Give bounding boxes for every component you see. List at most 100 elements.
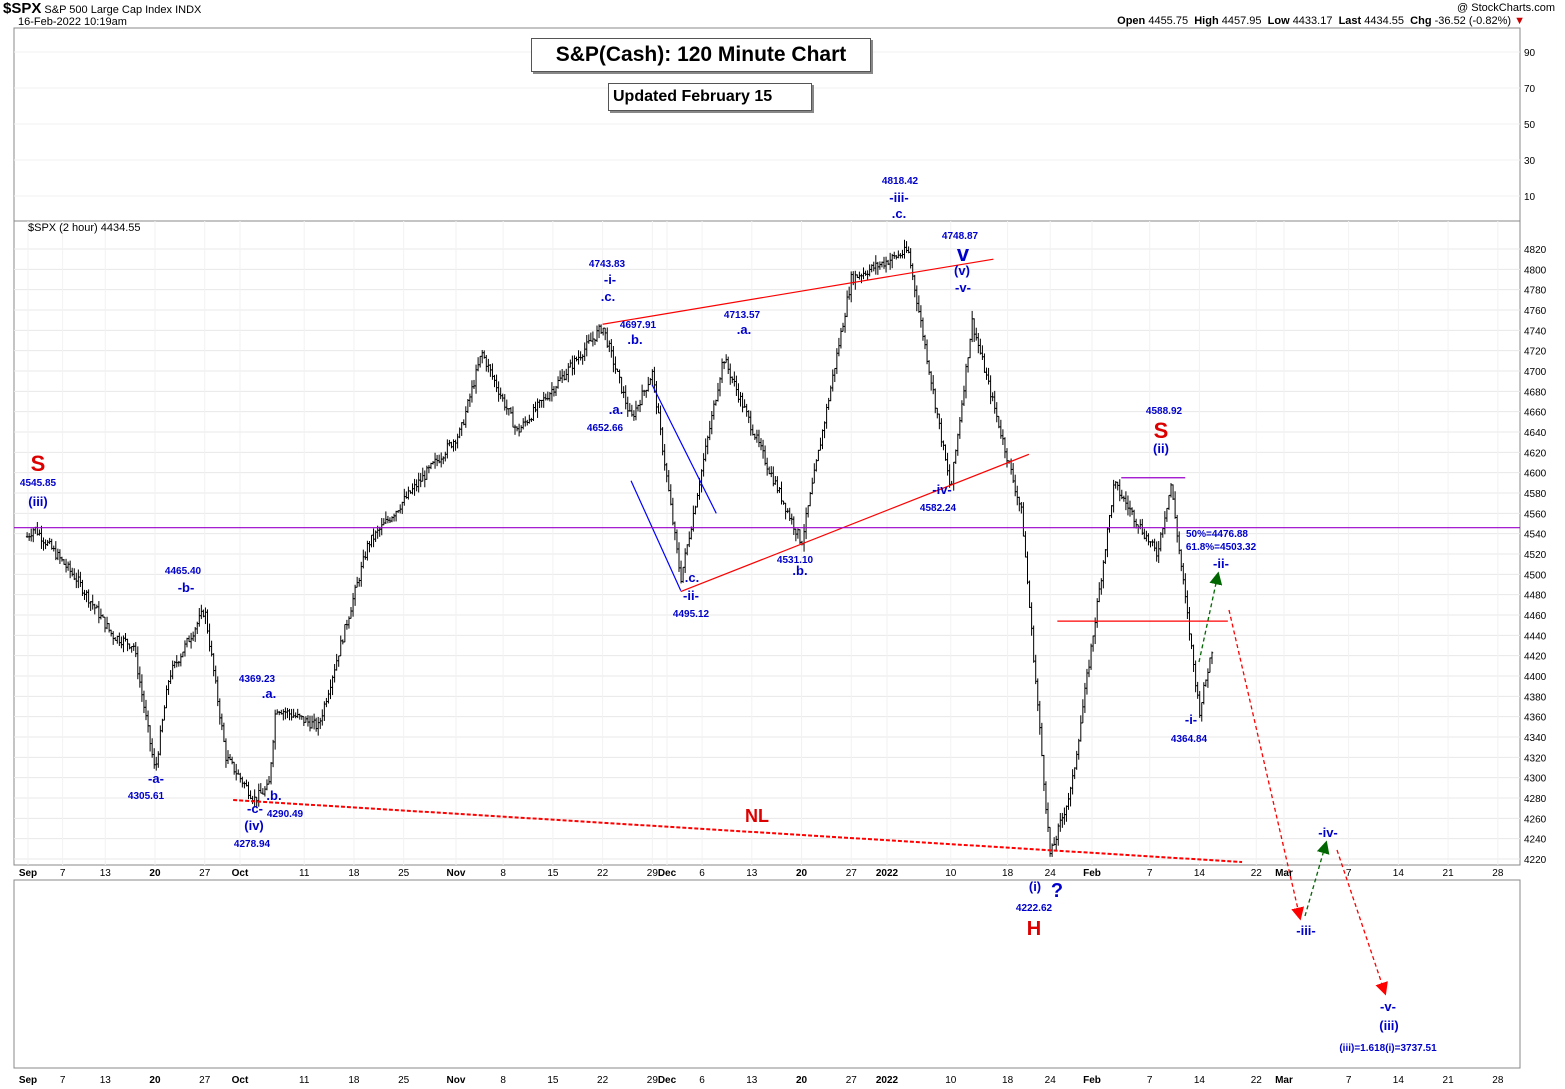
x-tick-label-bottom: Nov [447, 1075, 466, 1086]
upper-y-tick-label: 90 [1524, 48, 1536, 59]
x-tick-label-bottom: Oct [232, 1075, 249, 1086]
open-label: Open [1117, 15, 1146, 27]
annotation-price: 4531.10 [777, 555, 814, 566]
lower-panel [13, 879, 1521, 1069]
y-tick-label: 4380 [1524, 692, 1547, 703]
annotation-wave: -iv- [932, 482, 952, 497]
x-tick-label-bottom: 20 [796, 1075, 808, 1086]
annotation-price: 4278.94 [234, 839, 271, 850]
x-tick-label-bottom: 20 [149, 1075, 161, 1086]
y-tick-label: 4660 [1524, 408, 1547, 419]
chg-label: Chg [1410, 15, 1432, 27]
ohlc-readout: Open 4455.75 High 4457.95 Low 4433.17 La… [1117, 15, 1525, 27]
x-tick-label-bottom: Dec [658, 1075, 677, 1086]
upper-y-tick-label: 70 [1524, 84, 1536, 95]
x-tick-label: 13 [100, 868, 112, 879]
annotation-wave: .a. [737, 322, 751, 337]
last-value: 4434.55 [1364, 15, 1405, 27]
y-tick-label: 4460 [1524, 611, 1547, 622]
projection-up-arrow-ii [1198, 571, 1223, 663]
annotation-wave: .b. [627, 332, 642, 347]
december-wedge-lower-line [630, 480, 682, 591]
y-tick-label: 4420 [1524, 652, 1547, 663]
x-tick-label: 14 [1393, 868, 1405, 879]
annotation-wave: -ii- [683, 588, 699, 603]
x-tick-label: Feb [1083, 868, 1101, 879]
x-tick-label: 7 [1147, 868, 1153, 879]
annotation-big: ? [1051, 880, 1063, 902]
x-tick-label-bottom: Sep [19, 1075, 37, 1086]
x-tick-label: 18 [1002, 868, 1014, 879]
copyright: @ StockCharts.com [1457, 2, 1555, 14]
annotation-wave: (iii) [28, 494, 48, 509]
x-tick-label: 27 [846, 868, 858, 879]
x-tick-label: 24 [1045, 868, 1057, 879]
x-tick-label-bottom: 29 [647, 1075, 659, 1086]
y-tick-label: 4740 [1524, 326, 1547, 337]
x-tick-label: 2022 [876, 868, 899, 879]
y-tick-label: 4360 [1524, 713, 1547, 724]
x-tick-label-bottom: 22 [1251, 1075, 1263, 1086]
x-tick-label-bottom: 10 [945, 1075, 957, 1086]
neckline [233, 799, 1243, 864]
annotation-big: H [1027, 918, 1041, 940]
annotation-wave: -i- [1185, 712, 1197, 727]
x-tick-label: Sep [19, 868, 37, 879]
low-value: 4433.17 [1292, 15, 1333, 27]
annotation-wave: .c. [685, 570, 699, 585]
down-triangle-icon: ▼ [1514, 15, 1525, 27]
chart-subtitle: Updated February 15 [608, 83, 812, 111]
y-tick-label: 4720 [1524, 347, 1547, 358]
x-tick-label-bottom: 6 [699, 1075, 705, 1086]
upper-y-tick-label: 10 [1524, 192, 1536, 203]
y-tick-label: 4580 [1524, 489, 1547, 500]
x-tick-label-bottom: 8 [500, 1075, 506, 1086]
annotation-price: 4369.23 [239, 674, 276, 685]
annotation-price: 61.8%=4503.32 [1186, 542, 1257, 553]
y-tick-label: 4300 [1524, 774, 1547, 785]
annotation-price: 4713.57 [724, 310, 761, 321]
annotation-price: 4222.62 [1016, 903, 1053, 914]
annotation-price: 4305.61 [128, 791, 165, 802]
annotation-big: v [957, 241, 970, 266]
x-tick-label: 14 [1194, 868, 1206, 879]
x-tick-label: 15 [547, 868, 559, 879]
y-tick-label: 4780 [1524, 286, 1547, 297]
x-tick-label: 27 [199, 868, 211, 879]
symbol-header: $SPX S&P 500 Large Cap Index INDX [3, 0, 201, 17]
symbol: $SPX [3, 0, 42, 17]
projection-up-arrow-iv [1304, 840, 1330, 917]
x-tick-label: 21 [1443, 868, 1455, 879]
low-label: Low [1267, 15, 1290, 27]
x-tick-label-bottom: Feb [1083, 1075, 1101, 1086]
x-tick-label-bottom: 2022 [876, 1075, 899, 1086]
x-tick-label-bottom: Mar [1275, 1075, 1293, 1086]
december-wedge-upper-line [651, 384, 717, 514]
annotation-price: 4652.66 [587, 423, 624, 434]
x-tick-label: 7 [60, 868, 66, 879]
x-tick-label: 22 [1251, 868, 1263, 879]
annotation-wave: -iii- [1296, 923, 1316, 938]
annotation-wave: .a. [609, 402, 623, 417]
annotation-wave: -iii- [889, 190, 909, 205]
x-tick-label: 29 [647, 868, 659, 879]
upper-channel-line [602, 258, 994, 325]
x-tick-label-bottom: 28 [1492, 1075, 1504, 1086]
series-legend: $SPX (2 hour) 4434.55 [28, 222, 141, 234]
x-tick-label: Dec [658, 868, 677, 879]
x-tick-label-bottom: 22 [597, 1075, 609, 1086]
annotation-big: NL [745, 806, 769, 826]
x-tick-label-bottom: 24 [1045, 1075, 1057, 1086]
x-tick-label-bottom: 7 [1147, 1075, 1153, 1086]
annotation-price: 4743.83 [589, 259, 626, 270]
high-value: 4457.95 [1221, 15, 1262, 27]
annotation-wave: -v- [1380, 999, 1396, 1014]
y-tick-label: 4600 [1524, 469, 1547, 480]
annotation-price: (iii)=1.618(i)=3737.51 [1339, 1043, 1437, 1054]
annotation-wave: -ii- [1213, 556, 1229, 571]
x-tick-label-bottom: 13 [100, 1075, 112, 1086]
annotation-wave: .a. [262, 686, 276, 701]
x-tick-label: 10 [945, 868, 957, 879]
x-tick-label: 28 [1492, 868, 1504, 879]
y-tick-label: 4320 [1524, 753, 1547, 764]
